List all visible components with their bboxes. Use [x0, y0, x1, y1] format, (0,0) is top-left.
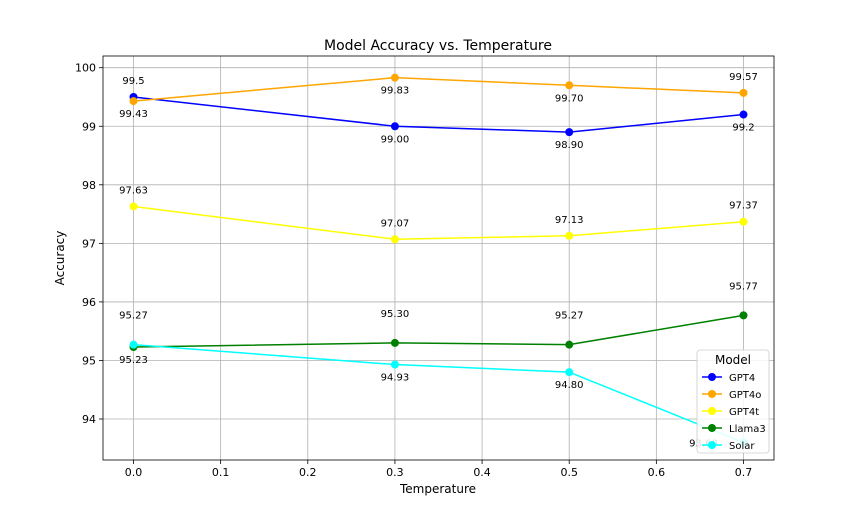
y-tick-label: 94 [82, 413, 96, 426]
data-label-gpt4: 99.00 [381, 134, 410, 145]
data-label-gpt4o: 99.57 [729, 72, 758, 83]
data-labels: 99.5 99.00 98.90 99.2 99.43 99.83 99.70 99.57 97… [119, 72, 758, 450]
legend-title: Model [715, 353, 751, 367]
x-axis-label: Temperature [399, 482, 476, 496]
legend-label-gpt4t: GPT4t [729, 407, 759, 418]
legend-label-llama3: Llama3 [729, 424, 766, 435]
y-tick-label: 99 [82, 120, 96, 133]
data-label-llama3: 95.30 [381, 309, 410, 320]
marker-gpt4 [390, 122, 399, 131]
chart-title: Model Accuracy vs. Temperature [324, 38, 552, 54]
data-label-llama3: 95.27 [555, 311, 584, 322]
x-tick-label: 0.7 [735, 466, 753, 479]
marker-gpt4t [390, 235, 399, 244]
marker-llama3 [390, 338, 399, 347]
data-label-gpt4t: 97.63 [119, 185, 148, 196]
legend-marker-gpt4t [708, 407, 716, 415]
y-axis-label: Accuracy [53, 231, 67, 286]
x-tick-label: 0.0 [125, 466, 143, 479]
marker-solar [390, 360, 399, 369]
data-label-gpt4: 98.90 [555, 140, 584, 151]
x-tick-label: 0.4 [473, 466, 491, 479]
marker-gpt4o [565, 81, 574, 90]
marker-solar [565, 368, 574, 377]
plot-frame [102, 55, 775, 461]
marker-llama3 [565, 340, 574, 349]
marker-gpt4 [565, 128, 574, 137]
legend-label-gpt4o: GPT4o [729, 390, 761, 401]
x-tick-label: 0.5 [560, 466, 578, 479]
legend: Model GPT4 GPT4o GPT4t Llama3 Solar [696, 349, 770, 454]
series-layer [129, 73, 748, 447]
series-line-llama3 [133, 314, 744, 348]
x-tick-label: 0.2 [299, 466, 317, 479]
marker-gpt4t [739, 217, 748, 226]
data-label-gpt4o: 99.83 [381, 86, 410, 97]
y-tick-label: 96 [82, 296, 96, 309]
data-label-llama3: 95.23 [119, 355, 148, 366]
data-label-solar: 94.80 [555, 380, 584, 391]
y-tick-label: 100 [75, 62, 96, 75]
x-tick-label: 0.1 [212, 466, 230, 479]
legend-marker-gpt4 [708, 373, 716, 381]
data-label-gpt4t: 97.13 [555, 215, 584, 226]
marker-gpt4o [129, 97, 138, 106]
marker-gpt4o [739, 88, 748, 97]
data-label-solar: 95.27 [119, 311, 148, 322]
marker-llama3 [739, 311, 748, 320]
x-tick-label: 0.6 [648, 466, 666, 479]
legend-marker-llama3 [708, 424, 716, 432]
y-tick-label: 98 [82, 179, 96, 192]
data-label-gpt4t: 97.07 [381, 218, 410, 229]
marker-gpt4o [390, 73, 399, 82]
data-label-gpt4o: 99.70 [555, 93, 584, 104]
series-line-solar [133, 343, 744, 444]
series-line-gpt4o [133, 76, 744, 102]
series-line-gpt4 [133, 96, 744, 133]
data-label-gpt4t: 97.37 [729, 201, 758, 212]
marker-gpt4 [739, 110, 748, 119]
y-axis-ticks: 94 95 96 97 98 99 100 [75, 62, 103, 426]
legend-label-solar: Solar [729, 441, 755, 452]
y-tick-label: 95 [82, 354, 96, 367]
data-label-gpt4: 99.2 [732, 123, 754, 134]
legend-marker-solar [708, 441, 716, 449]
data-label-llama3: 95.77 [729, 281, 758, 292]
marker-gpt4t [129, 202, 138, 211]
legend-label-gpt4: GPT4 [729, 373, 755, 384]
marker-solar [129, 340, 138, 349]
x-tick-label: 0.3 [386, 466, 404, 479]
data-label-solar: 94.93 [381, 373, 410, 384]
y-tick-label: 97 [82, 237, 96, 250]
data-label-gpt4o: 99.43 [119, 109, 148, 120]
x-axis-ticks: 0.0 0.1 0.2 0.3 0.4 0.5 0.6 0.7 [125, 460, 753, 479]
series-line-gpt4t [133, 205, 744, 241]
data-label-gpt4: 99.5 [122, 76, 144, 87]
marker-gpt4t [565, 231, 574, 240]
legend-marker-gpt4o [708, 390, 716, 398]
grid [103, 56, 774, 460]
